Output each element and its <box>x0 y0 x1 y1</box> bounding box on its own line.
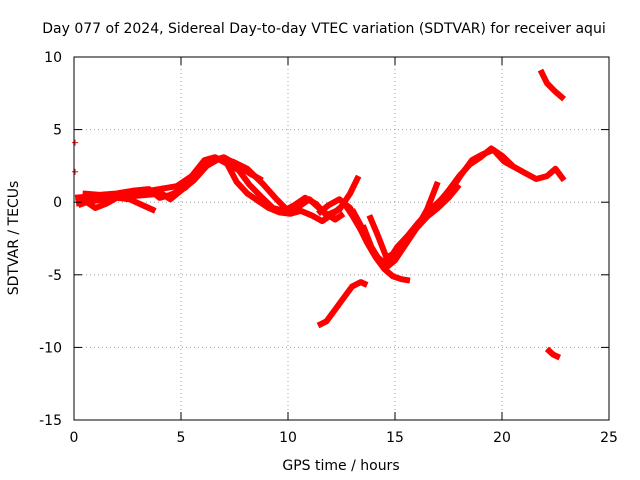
y-tick-label: -5 <box>48 268 62 284</box>
data-point <box>72 168 79 175</box>
x-tick-label: 5 <box>177 430 186 446</box>
x-tick-label: 0 <box>70 430 79 446</box>
axis-ticks <box>73 56 610 421</box>
x-tick-label: 25 <box>600 430 618 446</box>
plot-frame <box>73 56 610 421</box>
series-layer <box>74 68 567 361</box>
series-line-arc-12 <box>537 68 567 102</box>
x-tick-label: 15 <box>386 430 404 446</box>
x-axis-label: GPS time / hours <box>282 458 399 474</box>
isolated-points-layer <box>72 139 79 175</box>
data-point <box>72 139 79 146</box>
series-line-arc-13 <box>544 346 562 361</box>
chart-title: Day 077 of 2024, Sidereal Day-to-day VTE… <box>42 21 605 37</box>
y-tick-label: 0 <box>53 195 62 211</box>
y-tick-label: -15 <box>39 413 62 429</box>
x-tick-label: 10 <box>279 430 297 446</box>
y-tick-label: 10 <box>44 50 62 66</box>
y-tick-label: 5 <box>53 123 62 139</box>
x-tick-label: 20 <box>493 430 511 446</box>
series-line-arc-5 <box>223 160 344 225</box>
y-tick-labels: -15 -10 -5 0 5 10 <box>39 50 62 429</box>
series-line-arc-9 <box>360 146 567 265</box>
series-line-arc-11 <box>316 279 369 329</box>
series-line-arc-3 <box>82 154 264 201</box>
grid-lines <box>74 57 609 420</box>
series-line-arc-4 <box>77 194 157 214</box>
x-tick-labels: 0 5 10 15 20 25 <box>70 430 618 446</box>
y-tick-label: -10 <box>39 340 62 356</box>
series-line-arc-10 <box>366 145 515 261</box>
y-axis-label: SDTVAR / TECUs <box>6 181 22 296</box>
